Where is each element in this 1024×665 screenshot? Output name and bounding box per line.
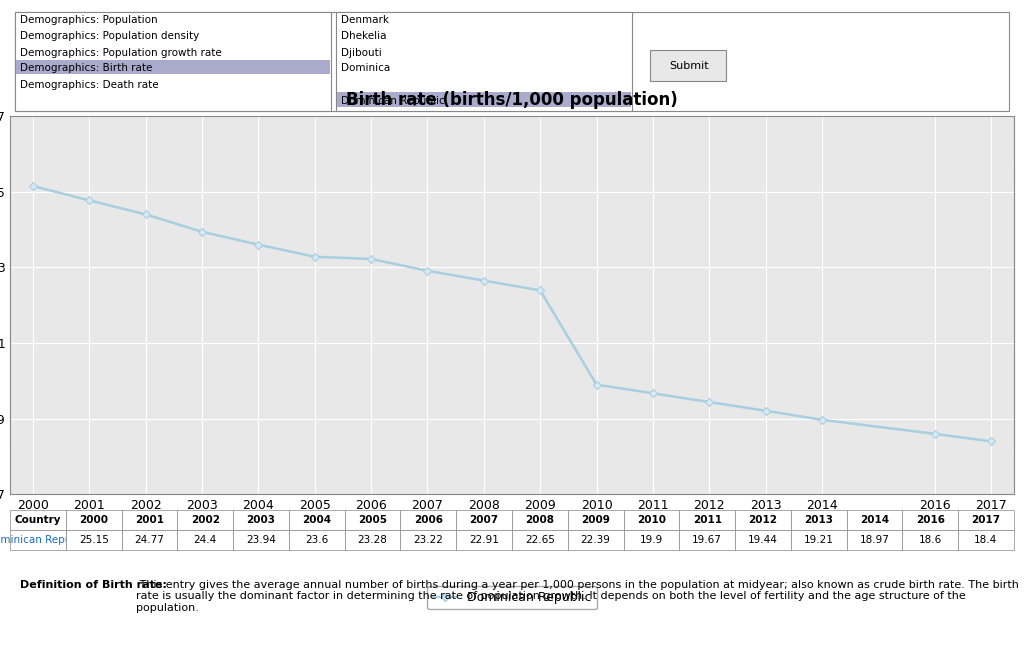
Text: Denmark: Denmark bbox=[341, 15, 389, 25]
Text: Demographics: Birth rate: Demographics: Birth rate bbox=[20, 63, 153, 73]
Text: Dominican Republic: Dominican Republic bbox=[341, 96, 445, 106]
FancyBboxPatch shape bbox=[337, 92, 632, 107]
Text: Djibouti: Djibouti bbox=[341, 48, 382, 58]
X-axis label: Year: Year bbox=[495, 518, 529, 532]
Text: Dominica: Dominica bbox=[341, 63, 390, 73]
Text: Dhekelia: Dhekelia bbox=[341, 31, 387, 41]
Text: This entry gives the average annual number of births during a year per 1,000 per: This entry gives the average annual numb… bbox=[135, 580, 1019, 613]
Text: Definition of Birth rate:: Definition of Birth rate: bbox=[20, 580, 167, 590]
Legend: Dominican Republic: Dominican Republic bbox=[427, 587, 597, 609]
Text: Demographics: Death rate: Demographics: Death rate bbox=[20, 80, 159, 90]
FancyBboxPatch shape bbox=[15, 12, 1009, 110]
Text: Demographics: Population: Demographics: Population bbox=[20, 15, 158, 25]
Text: Demographics: Population density: Demographics: Population density bbox=[20, 31, 200, 41]
FancyBboxPatch shape bbox=[15, 12, 332, 110]
Title: Birth rate (births/1,000 population): Birth rate (births/1,000 population) bbox=[346, 91, 678, 109]
FancyBboxPatch shape bbox=[336, 12, 633, 110]
FancyBboxPatch shape bbox=[650, 51, 726, 81]
Text: Submit: Submit bbox=[669, 61, 709, 70]
Text: Demographics: Population growth rate: Demographics: Population growth rate bbox=[20, 48, 222, 58]
FancyBboxPatch shape bbox=[16, 60, 331, 74]
